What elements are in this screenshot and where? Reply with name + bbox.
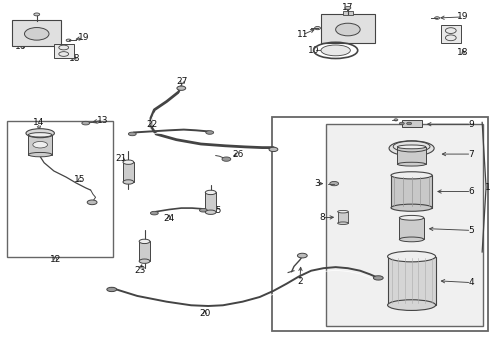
Ellipse shape [321,45,350,56]
Bar [397,147,426,164]
Text: 12: 12 [49,256,61,264]
Text: 24: 24 [164,214,174,223]
Text: 13: 13 [97,116,109,125]
Ellipse shape [205,190,216,195]
Text: 15: 15 [74,175,85,184]
Text: 8: 8 [319,213,325,222]
Bar [12,20,61,46]
Bar [402,120,422,127]
Ellipse shape [336,23,360,36]
Ellipse shape [391,172,432,179]
Ellipse shape [33,141,48,148]
Text: 22: 22 [147,120,157,129]
Ellipse shape [87,200,97,204]
Text: 23: 23 [134,266,146,275]
Bar [205,192,216,212]
Bar [441,25,461,43]
Ellipse shape [107,287,117,292]
Text: 19: 19 [77,33,89,42]
Text: 16: 16 [15,42,26,51]
Bar [321,14,375,43]
Ellipse shape [399,237,424,242]
Text: 14: 14 [32,118,44,127]
Ellipse shape [28,152,52,157]
Ellipse shape [24,27,49,40]
Ellipse shape [123,180,134,184]
Ellipse shape [139,239,150,244]
Ellipse shape [199,208,207,212]
Bar [139,242,150,261]
Text: 11: 11 [296,31,308,40]
Text: 7: 7 [468,150,474,158]
Bar [54,44,74,58]
Bar [338,212,348,223]
Text: 20: 20 [199,309,211,318]
Ellipse shape [389,141,434,156]
Ellipse shape [205,210,216,215]
Ellipse shape [297,253,307,258]
Text: 27: 27 [176,77,188,85]
Text: 19: 19 [457,12,469,22]
Text: 2: 2 [297,277,303,286]
Ellipse shape [388,300,436,310]
Text: 3: 3 [314,179,320,188]
Ellipse shape [391,204,432,211]
Ellipse shape [269,147,278,152]
Ellipse shape [150,211,158,215]
Text: 9: 9 [468,120,474,129]
Bar [28,135,52,155]
Ellipse shape [34,13,40,16]
Ellipse shape [28,132,52,137]
Bar [272,117,488,331]
Ellipse shape [123,160,134,165]
Ellipse shape [330,181,339,186]
Text: 1: 1 [485,183,490,192]
Ellipse shape [394,119,398,121]
Bar [326,124,483,326]
Text: 17: 17 [342,3,354,12]
Ellipse shape [315,26,320,30]
Bar [7,121,113,257]
Ellipse shape [435,17,440,19]
Bar [343,11,353,15]
Ellipse shape [206,131,214,134]
Ellipse shape [128,132,136,136]
Ellipse shape [222,157,231,161]
Text: 26: 26 [232,150,244,158]
Ellipse shape [373,276,383,280]
Ellipse shape [407,122,412,125]
Ellipse shape [397,145,426,149]
Ellipse shape [338,222,348,225]
Ellipse shape [177,86,186,90]
Ellipse shape [388,251,436,262]
Text: 25: 25 [210,206,221,215]
Bar [391,175,432,208]
Ellipse shape [399,122,404,125]
Text: 18: 18 [69,54,80,63]
Ellipse shape [338,210,348,213]
Bar [388,256,436,305]
Ellipse shape [345,6,351,9]
Text: 10: 10 [308,46,319,55]
Text: 21: 21 [116,154,127,163]
Ellipse shape [82,121,90,125]
Text: 4: 4 [468,278,474,287]
Text: 5: 5 [468,226,474,235]
Bar [399,218,424,239]
Ellipse shape [397,162,426,166]
Ellipse shape [66,39,71,41]
Text: 6: 6 [468,187,474,196]
Ellipse shape [399,215,424,220]
Ellipse shape [139,259,150,264]
Bar [123,162,134,182]
Ellipse shape [26,129,54,138]
Text: 18: 18 [457,48,469,57]
